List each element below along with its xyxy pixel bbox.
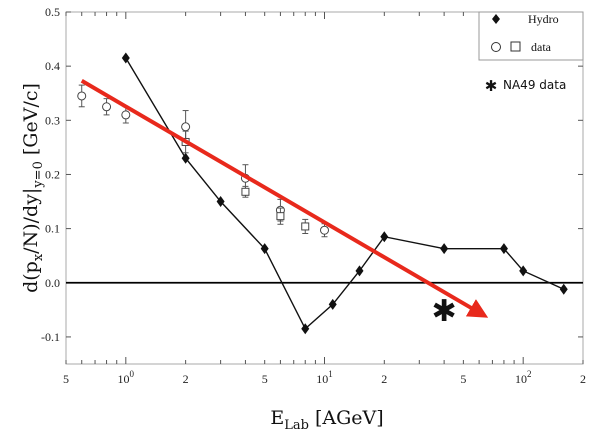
hydro-point [519,265,528,277]
legend: Hydro data [478,11,584,61]
hydro-point [301,323,310,335]
data-circle-point [181,122,191,132]
data-circle-point [121,110,131,120]
x-tick-label: 102 [515,369,532,386]
x-tick-label: 5 [63,372,69,386]
y-tick-label: 0.0 [45,276,60,290]
data-circle-point [320,225,329,235]
hydro-point [559,283,568,295]
data-square-point [241,187,250,196]
data-circle-point [102,102,112,112]
x-label-e: E [270,407,284,429]
x-tick-label: 5 [262,372,268,386]
y-label-c: [GeV/c] [20,83,42,161]
hydro-point [181,152,190,164]
hydro-point [121,52,130,64]
y-axis: -0.1 0.0 0.1 0.2 0.3 0.4 0.5 [41,5,583,344]
y-tick-label: 0.1 [45,222,60,236]
y-label-sub-y0: y=0 [31,161,46,189]
hydro-line [125,57,565,330]
y-tick-label: 0.2 [45,167,60,181]
hydro-point [355,265,364,277]
x-label-unit: [AGeV] [309,407,384,429]
y-tick-label: 0.5 [45,5,60,19]
hydro-point [499,243,508,255]
legend-hydro-label: Hydro [528,12,559,26]
trend-arrow [80,79,489,318]
y-tick-label: 0.3 [45,113,60,127]
hydro-point [260,243,269,255]
hydro-point [328,298,337,310]
y-tick-label: -0.1 [41,330,60,344]
x-axis-label: ELab [AGeV] [270,407,383,433]
x-tick-label: 100 [118,369,135,386]
x-axis: 5 100 2 5 101 2 5 102 2 [63,12,586,386]
x-tick-label: 2 [183,372,189,386]
hydro-point [440,243,449,255]
x-tick-label: 2 [381,372,387,386]
legend-diamond-icon [492,14,500,24]
y-label-sub-x: x [31,253,46,261]
data-square-point [276,212,285,221]
data-circle-series [77,84,329,238]
x-tick-label: 2 [580,372,586,386]
hydro-point [380,231,389,243]
hydro-point [216,196,225,208]
y-label-b: /N)/dy| [20,188,42,254]
hydro-series [121,52,568,335]
na49-marker: ✱ [432,294,457,329]
na49-legend-label: NA49 data [503,78,566,92]
na49-legend-star-icon: ✱ [485,77,498,95]
y-axis-label: d(px/N)/dy|y=0 [GeV/c] [20,83,46,293]
data-square-point [301,222,310,231]
data-circle-point [77,91,87,101]
legend-data-label: data [531,40,552,54]
y-tick-label: 0.4 [45,59,60,73]
y-label-a: d(p [20,261,42,293]
x-tick-label: 101 [316,369,333,386]
legend-circle-icon [491,42,501,52]
x-tick-label: 5 [460,372,466,386]
x-label-sub: Lab [284,418,309,433]
legend-square-icon [510,41,521,52]
